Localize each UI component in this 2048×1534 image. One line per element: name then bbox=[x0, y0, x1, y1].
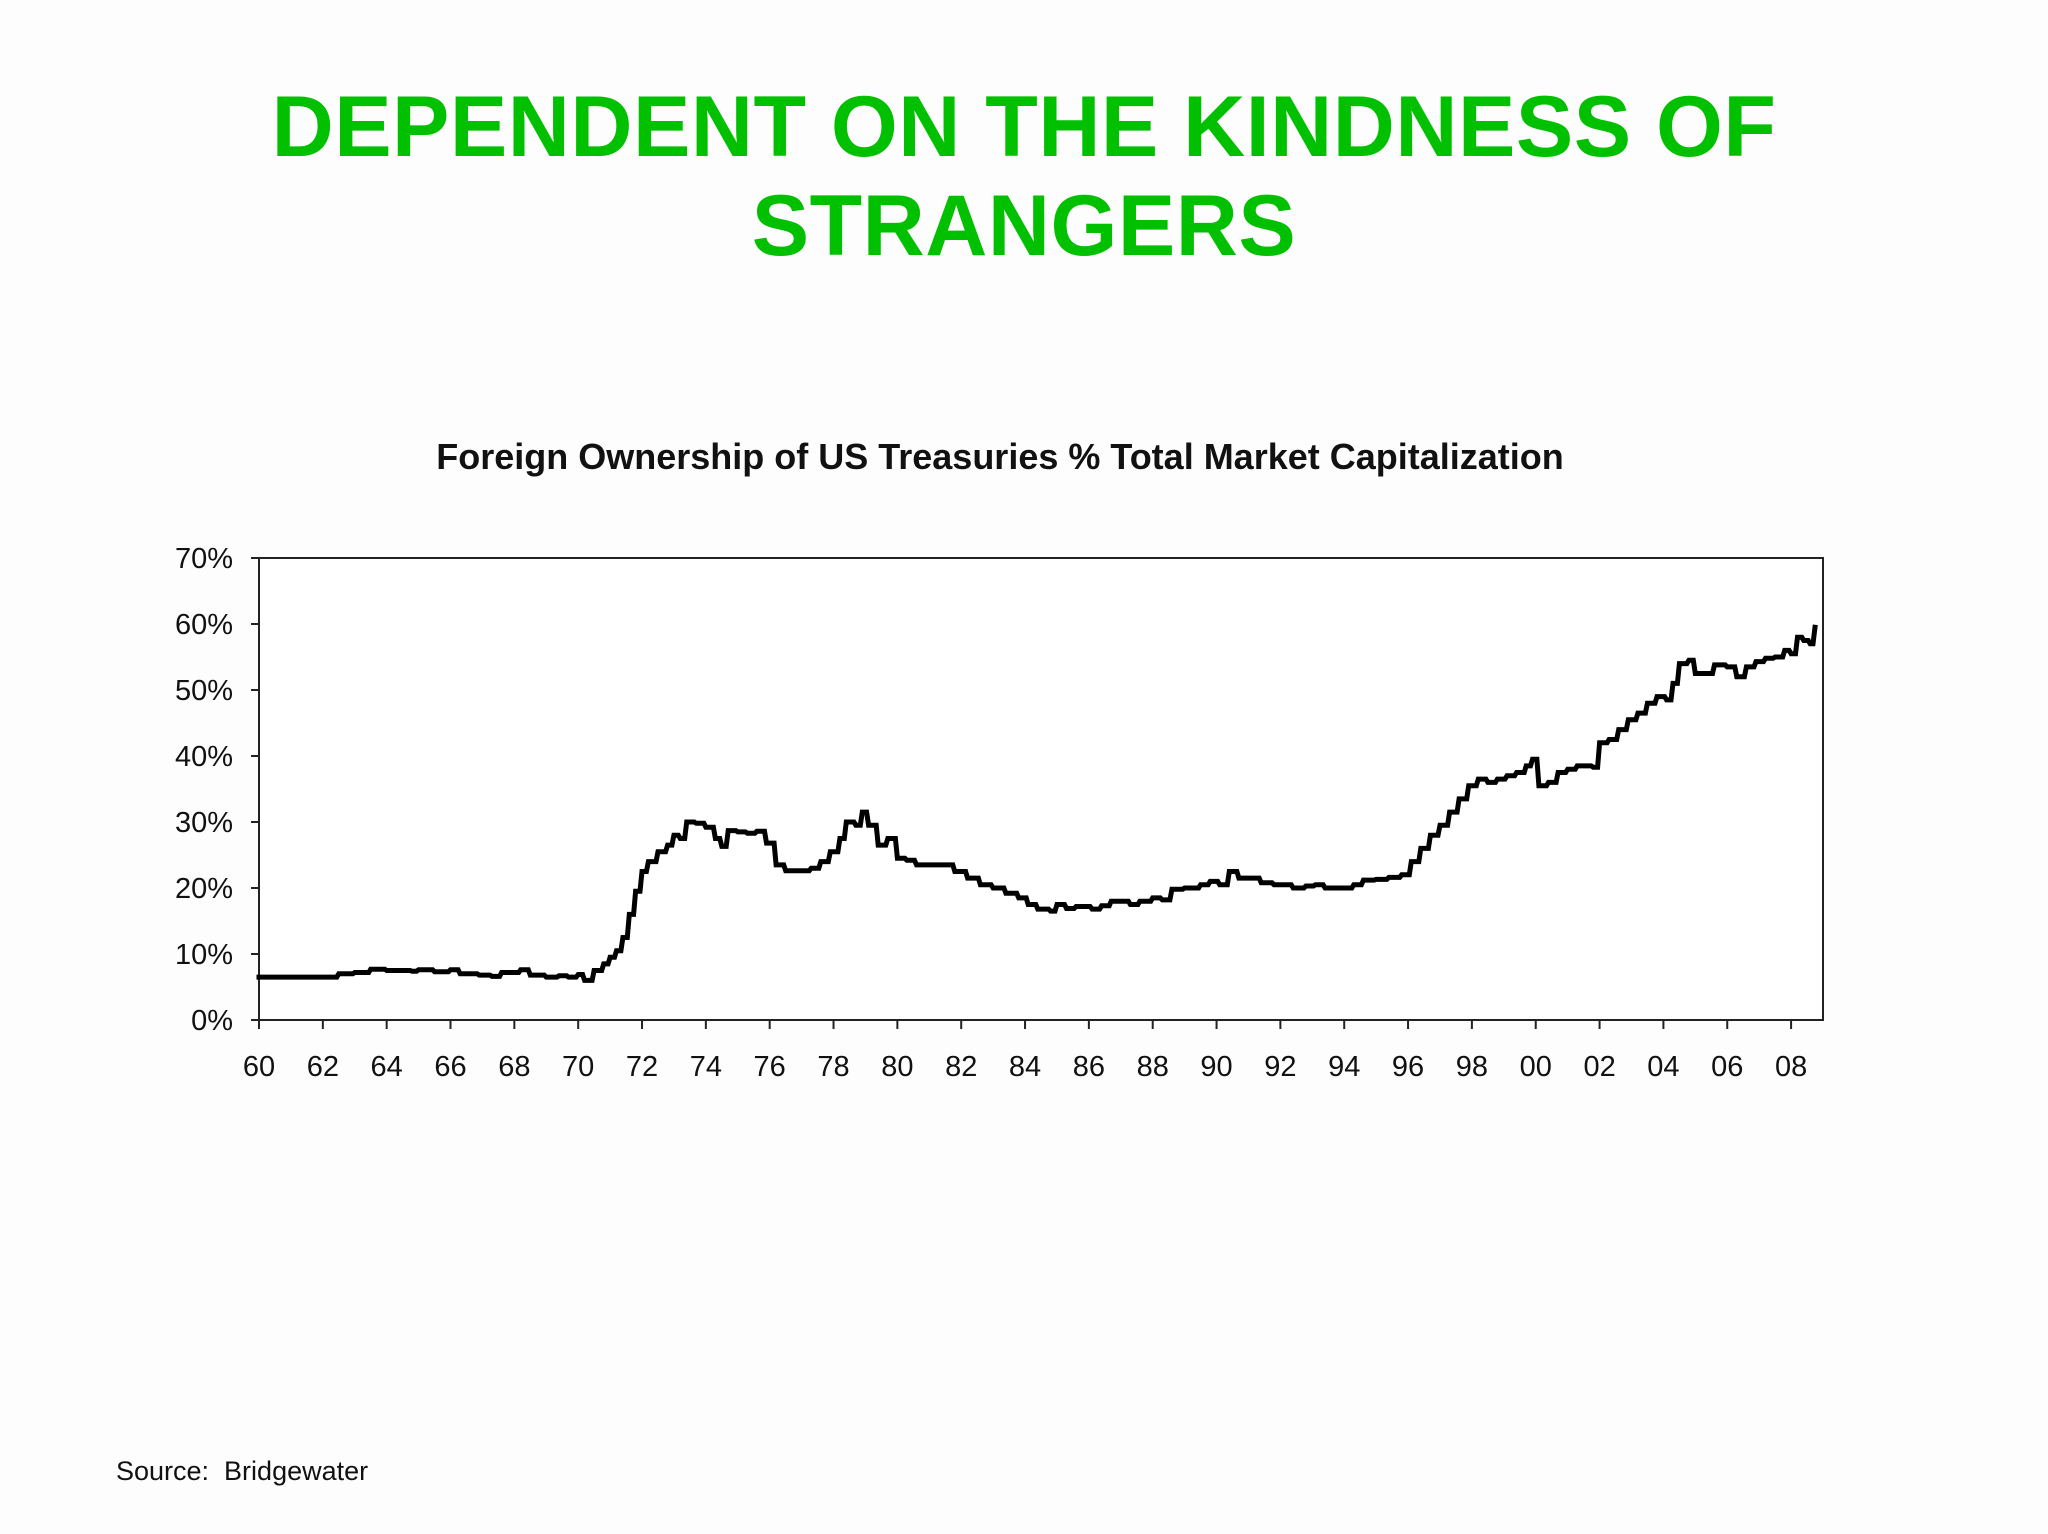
x-tick-label: 88 bbox=[1137, 1051, 1169, 1083]
x-tick-label: 74 bbox=[690, 1051, 722, 1083]
y-tick-label: 10% bbox=[175, 939, 233, 971]
x-tick-label: 82 bbox=[945, 1051, 977, 1083]
x-tick-label: 00 bbox=[1520, 1051, 1552, 1083]
y-axis: 0% 10% 20% 30% 40% 50% 60% 70% bbox=[175, 543, 259, 1037]
x-tick-label: 76 bbox=[754, 1051, 786, 1083]
x-tick-label: 66 bbox=[434, 1051, 466, 1083]
x-tick-label: 64 bbox=[371, 1051, 403, 1083]
source-note: Source: Bridgewater bbox=[116, 1456, 369, 1486]
x-tick-label: 04 bbox=[1647, 1051, 1679, 1083]
x-tick-label: 08 bbox=[1775, 1051, 1807, 1083]
x-axis: 60 62 64 66 68 70 72 74 76 78 80 82 84 86 88 90 92 94 96 98… bbox=[243, 1020, 1807, 1083]
chart-title: Foreign Ownership of US Treasuries % Tot… bbox=[436, 436, 1564, 477]
y-tick-label: 30% bbox=[175, 807, 233, 839]
y-tick-label: 70% bbox=[175, 543, 233, 575]
x-tick-label: 70 bbox=[562, 1051, 594, 1083]
x-tick-label: 92 bbox=[1264, 1051, 1296, 1083]
x-tick-label: 78 bbox=[817, 1051, 849, 1083]
y-tick-label: 20% bbox=[175, 873, 233, 905]
plot-area-frame bbox=[258, 557, 1824, 1021]
y-tick-label: 40% bbox=[175, 741, 233, 773]
x-tick-label: 84 bbox=[1009, 1051, 1041, 1083]
x-tick-label: 62 bbox=[307, 1051, 339, 1083]
y-tick-label: 50% bbox=[175, 675, 233, 707]
x-tick-label: 60 bbox=[243, 1051, 275, 1083]
y-tick-label: 60% bbox=[175, 609, 233, 641]
x-tick-label: 02 bbox=[1583, 1051, 1615, 1083]
slide-title: DEPENDENT ON THE KINDNESS OF STRANGERS bbox=[271, 79, 1777, 274]
y-tick-label: 0% bbox=[191, 1005, 233, 1037]
x-tick-label: 90 bbox=[1200, 1051, 1232, 1083]
x-tick-label: 86 bbox=[1073, 1051, 1105, 1083]
x-tick-label: 06 bbox=[1711, 1051, 1743, 1083]
x-tick-label: 98 bbox=[1456, 1051, 1488, 1083]
x-tick-label: 68 bbox=[498, 1051, 530, 1083]
x-tick-label: 80 bbox=[881, 1051, 913, 1083]
series-line bbox=[256, 624, 1818, 983]
x-tick-label: 96 bbox=[1392, 1051, 1424, 1083]
x-tick-label: 94 bbox=[1328, 1051, 1360, 1083]
x-tick-label: 72 bbox=[626, 1051, 658, 1083]
